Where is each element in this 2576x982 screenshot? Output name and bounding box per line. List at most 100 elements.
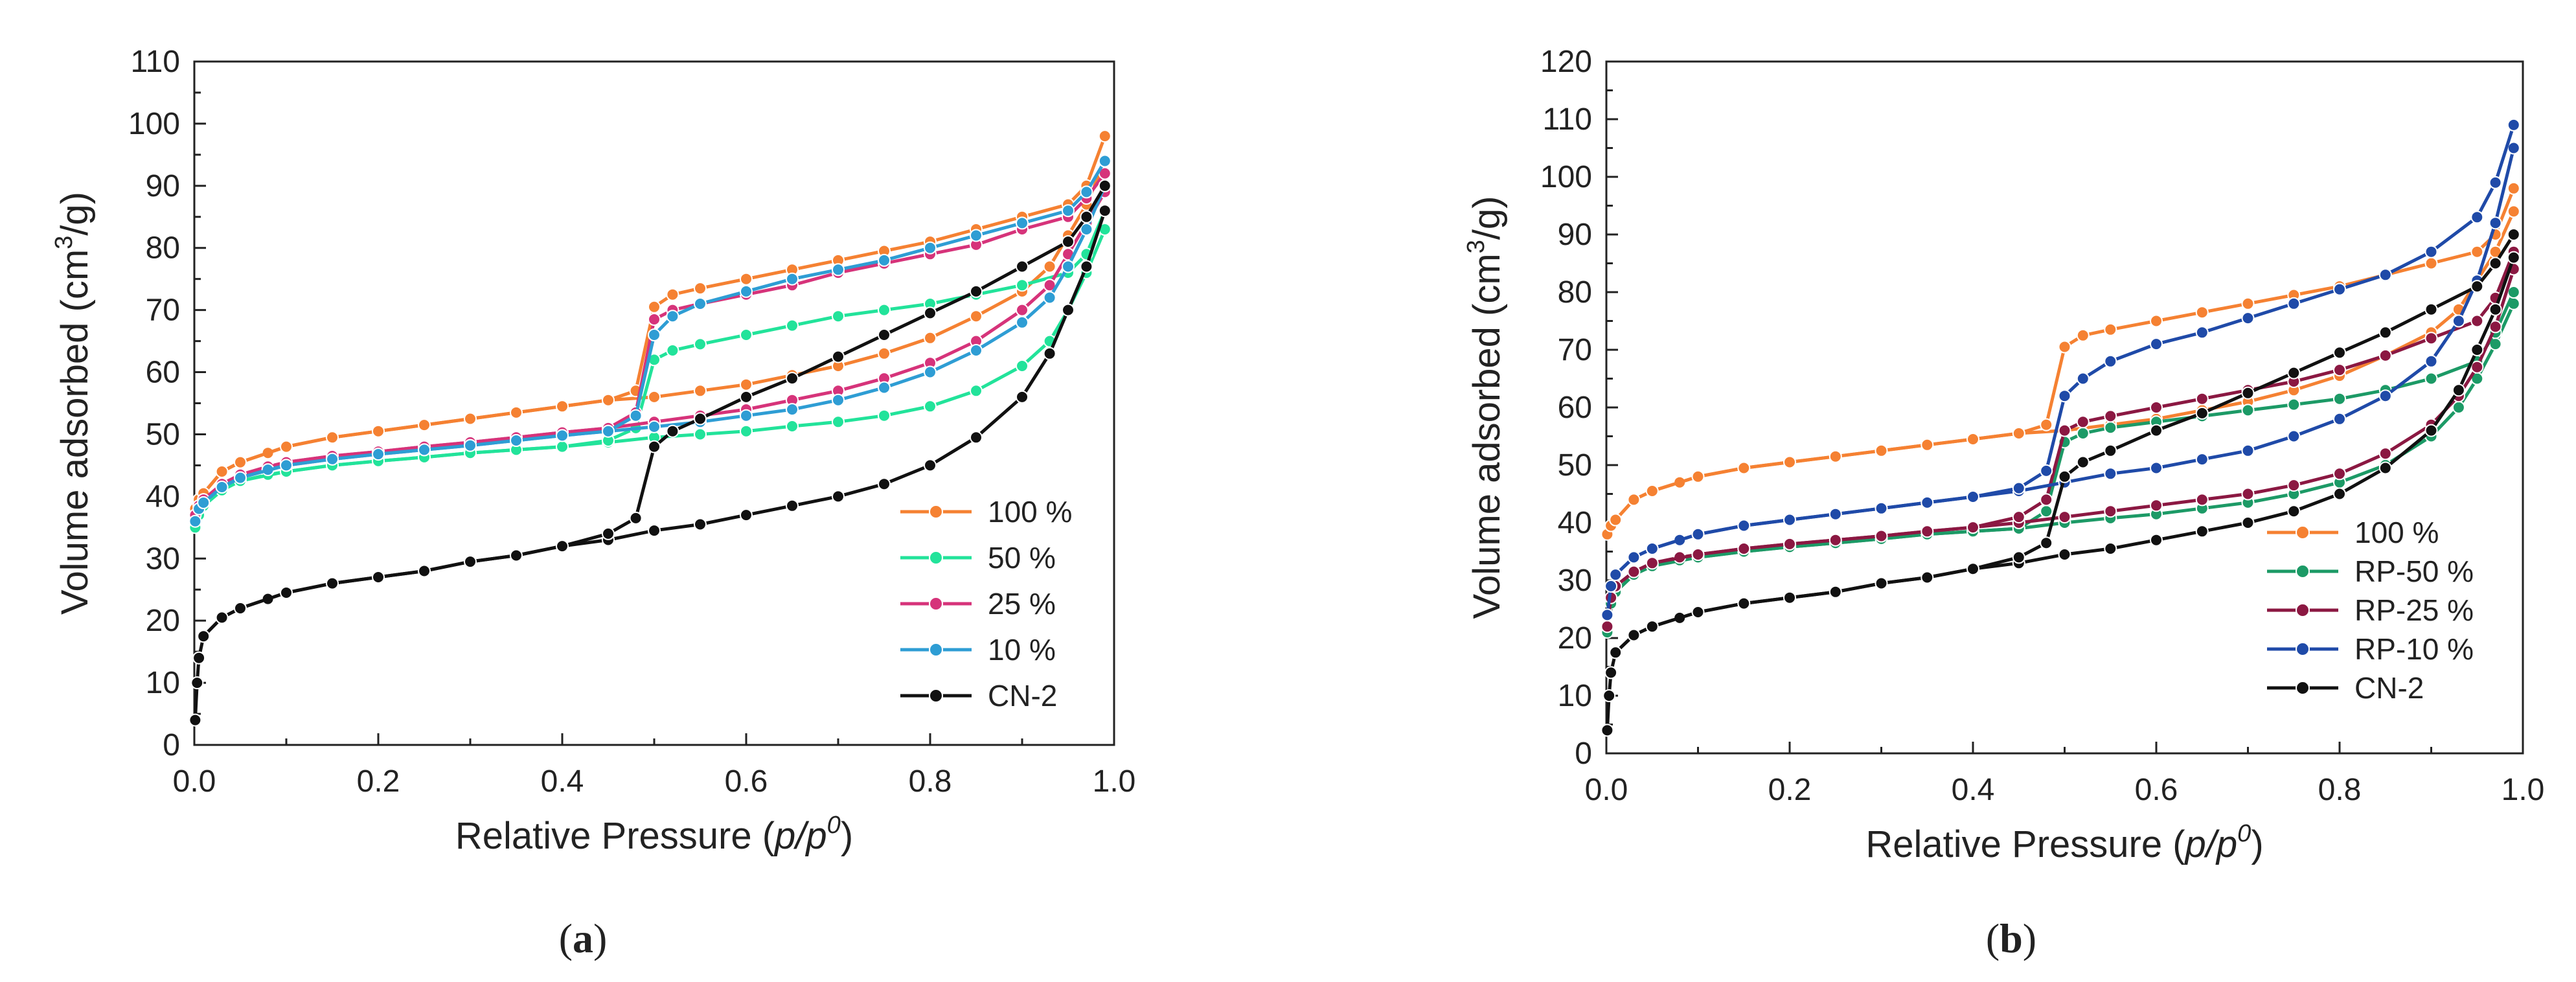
desorption-point [2507,118,2520,131]
desorption-point [2012,551,2025,564]
desorption-point [694,412,707,426]
desorption-point [666,344,679,357]
adsorption-point [1062,260,1075,273]
desorption-point [2333,363,2346,377]
desorption-point [924,306,937,320]
y-tick-label: 120 [1540,45,1592,79]
desorption-point [970,229,983,242]
desorption-point [2470,245,2484,258]
adsorption-point [694,384,707,398]
desorption-point [1645,485,1659,497]
desorption-point [2040,493,2053,507]
adsorption-point [188,713,202,727]
desorption-point [326,431,339,444]
adsorption-point [1602,689,1616,702]
desorption-point [1627,565,1641,578]
desorption-point [2076,328,2090,342]
desorption-point [2424,332,2438,345]
y-axis-label: Volume adsorbed (cm3/g) [1463,196,1508,619]
desorption-point [2076,415,2090,429]
desorption-point [878,303,891,317]
x-axis-label: Relative Pressure (p/p0) [1865,820,2263,865]
adsorption-point [1016,360,1029,372]
legend-label: 50 % [988,541,1056,575]
series-cn-2 [1601,228,2520,737]
adsorption-point [2424,354,2438,368]
desorption-point [280,586,293,599]
desorption-point [280,440,293,453]
desorption-point [372,448,385,461]
adsorption-point [192,651,206,665]
desorption-point [1609,568,1623,582]
adsorption-point [1601,608,1614,622]
adsorption-point [970,310,983,323]
desorption-point [556,440,569,453]
desorption-point [1098,179,1111,192]
desorption-point [1016,260,1029,273]
desorption-point [215,465,229,478]
adsorption-point [2195,493,2209,507]
adsorption-point [2470,360,2484,374]
desorption-point [2470,211,2484,224]
y-tick-label: 30 [146,542,180,576]
adsorption-point [2507,205,2520,218]
desorption-point [2470,314,2484,328]
desorption-point [2104,444,2117,457]
adsorption-point [2058,510,2071,524]
adsorption-point [1098,204,1111,218]
desorption-point [1737,542,1751,555]
desorption-point [1062,204,1075,218]
y-tick-label: 20 [1558,621,1592,656]
adsorption-point [2489,303,2502,316]
x-axis-label: Relative Pressure (p/p0) [455,812,853,857]
desorption-point [2378,348,2392,362]
desorption-point [2076,372,2090,385]
y-tick-label: 110 [130,45,180,79]
adsorption-point [2470,343,2484,356]
desorption-point [326,577,339,590]
adsorption-point [188,514,202,528]
desorption-point [602,424,615,438]
desorption-point [1737,461,1751,475]
desorption-point [197,496,211,509]
x-tick-label: 0.0 [1585,773,1628,807]
adsorption-point [924,459,937,472]
caption-panel-b: (b) [1986,915,2036,961]
desorption-point [556,429,569,442]
desorption-point [602,393,615,407]
adsorption-point [1604,579,1618,593]
y-tick-label: 70 [1558,333,1592,367]
legend-marker [929,689,943,703]
adsorption-point [924,400,937,413]
adsorption-point [648,420,661,433]
desorption-point [234,471,247,485]
legend-label: RP-25 % [2354,593,2474,627]
desorption-point [464,555,477,569]
desorption-point [556,540,569,553]
adsorption-point [2287,505,2301,518]
desorption-point [2470,280,2484,293]
desorption-point [666,424,679,438]
desorption-point [786,272,799,286]
y-tick-label: 90 [146,169,180,203]
adsorption-point [832,490,845,503]
adsorption-point [2150,499,2163,512]
desorption-point [2489,257,2502,270]
adsorption-point [740,508,753,522]
desorption-point [1645,556,1659,570]
desorption-point [2150,337,2163,351]
desorption-point [1921,525,1934,538]
adsorption-point [1016,390,1029,404]
legend: 100 % RP-50 % RP-25 % RP-10 % CN-2 [2267,516,2474,705]
desorption-point [1645,542,1659,555]
desorption-point [1783,455,1796,469]
series-cn-2 [188,179,1111,727]
legend-label: 100 % [988,495,1072,529]
legend-label: RP-50 % [2354,554,2474,588]
desorption-point [2040,505,2053,518]
desorption-point [2076,427,2090,440]
adsorption-point [2287,479,2301,492]
desorption-point [1783,513,1796,527]
desorption-point [2287,398,2301,411]
adsorption-point [2378,447,2392,461]
